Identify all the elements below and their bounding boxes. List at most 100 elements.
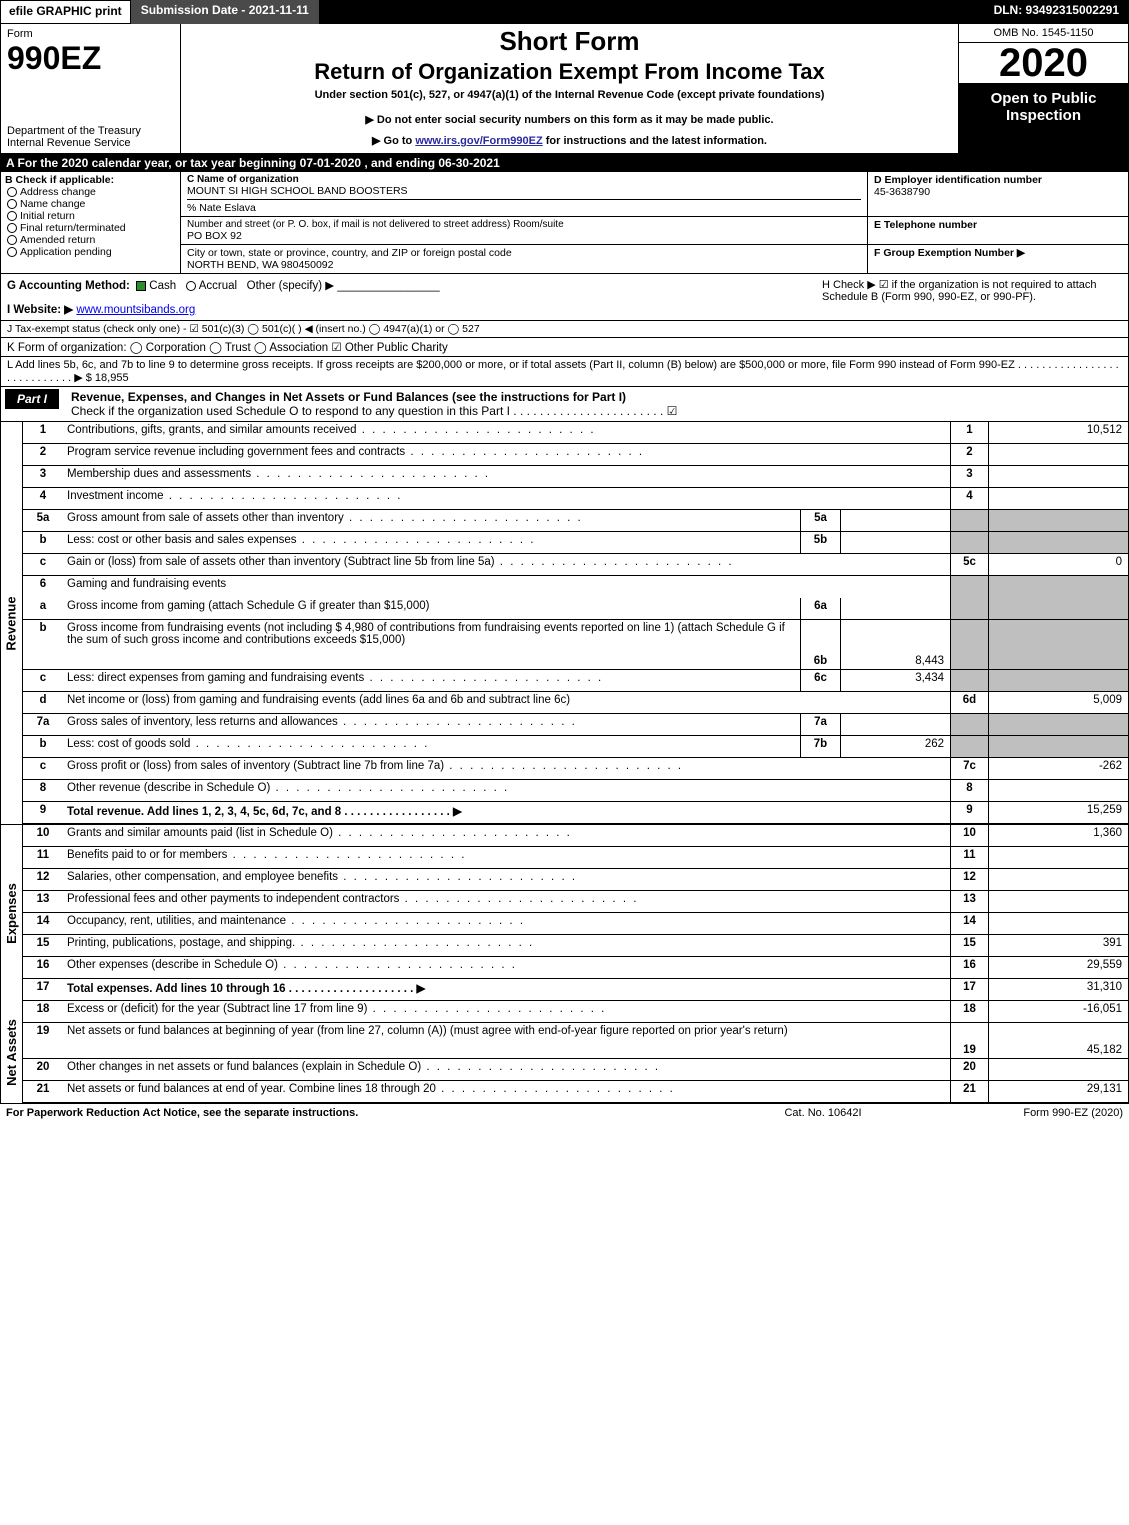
address-value: PO BOX 92 — [187, 230, 861, 242]
row-6b: bGross income from fundraising events (n… — [23, 620, 1128, 670]
accounting-method-row: G Accounting Method: Cash Accrual Other … — [0, 274, 1129, 321]
row-11: 11Benefits paid to or for members 11 — [23, 847, 1128, 869]
col-b-checkboxes: B Check if applicable: Address change Na… — [1, 172, 181, 273]
org-careof: % Nate Eslava — [187, 199, 861, 214]
row-9: 9Total revenue. Add lines 1, 2, 3, 4, 5c… — [23, 802, 1128, 824]
paperwork-notice: For Paperwork Reduction Act Notice, see … — [6, 1107, 723, 1119]
row-6a: aGross income from gaming (attach Schedu… — [23, 598, 1128, 620]
row-6: 6Gaming and fundraising events — [23, 576, 1128, 598]
line-i: I Website: ▶ www.mountsibands.org — [7, 302, 822, 316]
col-d-block: D Employer identification number 45-3638… — [868, 172, 1128, 216]
row-5c: cGain or (loss) from sale of assets othe… — [23, 554, 1128, 576]
row-3: 3Membership dues and assessments 3 — [23, 466, 1128, 488]
line-g: G Accounting Method: Cash Accrual Other … — [7, 278, 822, 292]
row-19: 19Net assets or fund balances at beginni… — [23, 1023, 1128, 1059]
short-form-label: Short Form — [189, 26, 950, 57]
chk-accrual[interactable] — [186, 281, 196, 291]
city-label: City or town, state or province, country… — [187, 247, 861, 259]
form-header: Form 990EZ Department of the Treasury In… — [0, 24, 1129, 154]
row-4: 4Investment income 4 — [23, 488, 1128, 510]
line-h: H Check ▶ ☑ if the organization is not r… — [822, 278, 1122, 316]
row-6c: cLess: direct expenses from gaming and f… — [23, 670, 1128, 692]
org-name-label: C Name of organization — [187, 174, 861, 185]
line-j: J Tax-exempt status (check only one) - ☑… — [0, 321, 1129, 338]
efile-print-label[interactable]: efile GRAPHIC print — [0, 0, 131, 24]
row-10: 10Grants and similar amounts paid (list … — [23, 825, 1128, 847]
org-name-block: C Name of organization MOUNT SI HIGH SCH… — [181, 172, 868, 216]
col-b-header: B Check if applicable: — [5, 174, 176, 186]
group-exemption-label: F Group Exemption Number ▶ — [874, 247, 1122, 259]
expenses-sidelabel: Expenses — [1, 825, 23, 1001]
revenue-table: Revenue 1Contributions, gifts, grants, a… — [0, 422, 1129, 824]
instructions-suffix: for instructions and the latest informat… — [546, 135, 767, 147]
row-15: 15Printing, publications, postage, and s… — [23, 935, 1128, 957]
header-title-block: Short Form Return of Organization Exempt… — [181, 24, 958, 153]
instructions-line: ▶ Go to www.irs.gov/Form990EZ for instru… — [189, 134, 950, 147]
city-block: City or town, state or province, country… — [181, 245, 868, 273]
row-7b: bLess: cost of goods sold 7b262 — [23, 736, 1128, 758]
submission-date: Submission Date - 2021-11-11 — [131, 0, 319, 24]
chk-address-change[interactable]: Address change — [5, 186, 176, 198]
part1-header: Part I Revenue, Expenses, and Changes in… — [0, 387, 1129, 422]
row-8: 8Other revenue (describe in Schedule O) … — [23, 780, 1128, 802]
line-a-period: A For the 2020 calendar year, or tax yea… — [0, 154, 1129, 172]
header-right: OMB No. 1545-1150 2020 Open to Public In… — [958, 24, 1128, 153]
website-link[interactable]: www.mountsibands.org — [76, 304, 195, 316]
address-block: Number and street (or P. O. box, if mail… — [181, 217, 868, 244]
col-c-org: C Name of organization MOUNT SI HIGH SCH… — [181, 172, 1128, 273]
chk-name-change[interactable]: Name change — [5, 198, 176, 210]
revenue-sidelabel: Revenue — [1, 422, 23, 824]
row-16: 16Other expenses (describe in Schedule O… — [23, 957, 1128, 979]
address-label: Number and street (or P. O. box, if mail… — [187, 219, 861, 230]
form-subtitle: Under section 501(c), 527, or 4947(a)(1)… — [189, 89, 950, 101]
ein-label: D Employer identification number — [874, 174, 1122, 186]
chk-final-return[interactable]: Final return/terminated — [5, 222, 176, 234]
ein-value: 45-3638790 — [874, 186, 1122, 198]
open-to-public: Open to Public Inspection — [959, 84, 1128, 153]
form-title: Return of Organization Exempt From Incom… — [189, 59, 950, 85]
row-2: 2Program service revenue including gover… — [23, 444, 1128, 466]
part1-tag: Part I — [5, 389, 59, 409]
chk-cash[interactable] — [136, 281, 146, 291]
row-7c: cGross profit or (loss) from sales of in… — [23, 758, 1128, 780]
org-info-block: B Check if applicable: Address change Na… — [0, 172, 1129, 274]
city-value: NORTH BEND, WA 980450092 — [187, 259, 861, 271]
line-l: L Add lines 5b, 6c, and 7b to line 9 to … — [0, 357, 1129, 387]
row-14: 14Occupancy, rent, utilities, and mainte… — [23, 913, 1128, 935]
instructions-prefix: ▶ Go to — [372, 135, 415, 147]
row-17: 17Total expenses. Add lines 10 through 1… — [23, 979, 1128, 1001]
chk-initial-return[interactable]: Initial return — [5, 210, 176, 222]
expenses-table: Expenses 10Grants and similar amounts pa… — [0, 824, 1129, 1001]
row-5a: 5aGross amount from sale of assets other… — [23, 510, 1128, 532]
row-1: 1Contributions, gifts, grants, and simil… — [23, 422, 1128, 444]
department-label: Department of the Treasury Internal Reve… — [7, 125, 174, 149]
row-13: 13Professional fees and other payments t… — [23, 891, 1128, 913]
part1-desc: Revenue, Expenses, and Changes in Net As… — [67, 387, 1128, 421]
netassets-table: Net Assets 18Excess or (deficit) for the… — [0, 1001, 1129, 1103]
row-18: 18Excess or (deficit) for the year (Subt… — [23, 1001, 1128, 1023]
top-bar: efile GRAPHIC print Submission Date - 20… — [0, 0, 1129, 24]
group-exemption-block: F Group Exemption Number ▶ — [868, 245, 1128, 273]
page-footer: For Paperwork Reduction Act Notice, see … — [0, 1103, 1129, 1122]
row-6d: dNet income or (loss) from gaming and fu… — [23, 692, 1128, 714]
form-number: 990EZ — [7, 40, 174, 77]
org-name: MOUNT SI HIGH SCHOOL BAND BOOSTERS — [187, 185, 861, 197]
row-12: 12Salaries, other compensation, and empl… — [23, 869, 1128, 891]
form-ref: Form 990-EZ (2020) — [923, 1107, 1123, 1119]
row-7a: 7aGross sales of inventory, less returns… — [23, 714, 1128, 736]
chk-amended-return[interactable]: Amended return — [5, 234, 176, 246]
form-label: Form — [7, 28, 174, 40]
cat-number: Cat. No. 10642I — [723, 1107, 923, 1119]
row-21: 21Net assets or fund balances at end of … — [23, 1081, 1128, 1103]
ssn-warning: ▶ Do not enter social security numbers o… — [189, 113, 950, 126]
chk-application-pending[interactable]: Application pending — [5, 246, 176, 258]
tax-year: 2020 — [959, 43, 1128, 84]
irs-link[interactable]: www.irs.gov/Form990EZ — [415, 135, 542, 147]
telephone-block: E Telephone number — [868, 217, 1128, 244]
dln-number: DLN: 93492315002291 — [984, 0, 1129, 24]
telephone-label: E Telephone number — [874, 219, 1122, 231]
line-k: K Form of organization: ◯ Corporation ◯ … — [0, 338, 1129, 357]
row-5b: bLess: cost or other basis and sales exp… — [23, 532, 1128, 554]
header-left: Form 990EZ Department of the Treasury In… — [1, 24, 181, 153]
row-20: 20Other changes in net assets or fund ba… — [23, 1059, 1128, 1081]
